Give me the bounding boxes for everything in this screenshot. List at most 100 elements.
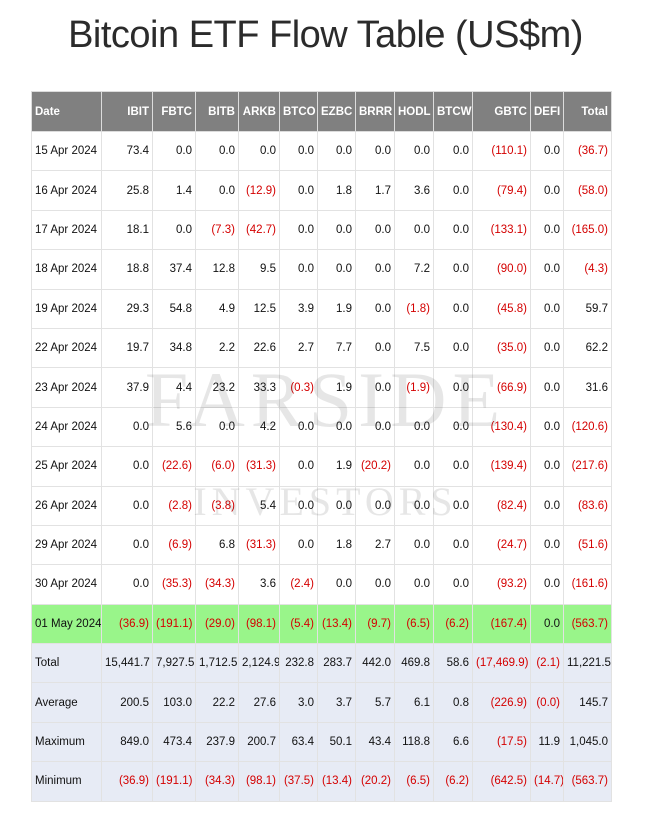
summary-row: Minimum (36.9) (191.1) (34.3) (98.1) (37.5) (1… <box>31 761 612 802</box>
cell-fbtc: (2.8) <box>152 485 196 526</box>
row-label: 15 Apr 2024 <box>31 130 102 172</box>
cell-btco: 0.0 <box>279 130 318 172</box>
cell-ezbc: 1.8 <box>317 524 356 566</box>
table-row-highlighted: 01 May 2024 (36.9) (191.1) (29.0) (98.1) (5.4… <box>31 603 612 645</box>
cell-arkb: 0.0 <box>238 130 280 172</box>
cell-fbtc: 0.0 <box>152 130 196 172</box>
cell-fbtc: (22.6) <box>152 446 196 487</box>
cell-defi: 0.0 <box>530 446 564 487</box>
cell-arkb: (42.7) <box>238 209 280 251</box>
cell-arkb: (98.1) <box>238 761 280 802</box>
cell-ibit: 200.5 <box>101 682 153 723</box>
cell-defi: (14.7) <box>530 761 564 802</box>
cell-gbtc: (139.4) <box>472 446 531 487</box>
cell-total: (120.6) <box>563 406 612 448</box>
cell-ibit: 0.0 <box>101 446 153 487</box>
cell-ibit: 37.9 <box>101 367 153 408</box>
cell-hodl: 0.0 <box>394 485 434 526</box>
cell-arkb: 12.5 <box>238 288 280 329</box>
summary-row: Total 15,441.7 7,927.5 1,712.5 2,124.9 232.8 2… <box>31 643 612 684</box>
cell-ibit: 0.0 <box>101 524 153 566</box>
etf-flow-table: Date IBIT FBTC BITB ARKB BTCO EZBC BRRR HODL BTCW… <box>31 91 612 802</box>
table-row: 17 Apr 2024 18.1 0.0 (7.3) (42.7) 0.0 0.0 0.0 0.… <box>31 209 612 251</box>
row-label: Maximum <box>31 721 102 763</box>
cell-total: 59.7 <box>563 288 612 329</box>
cell-bitb: (34.3) <box>195 761 239 802</box>
cell-btcw: 0.0 <box>433 524 473 566</box>
cell-btco: 232.8 <box>279 643 318 684</box>
summary-row: Average 200.5 103.0 22.2 27.6 3.0 3.7 5.7 6.1 0.8… <box>31 682 612 723</box>
cell-bitb: (29.0) <box>195 603 239 645</box>
row-label: Total <box>31 643 102 684</box>
cell-ibit: 18.8 <box>101 249 153 290</box>
cell-bitb: 1,712.5 <box>195 643 239 684</box>
cell-brrr: (20.2) <box>355 761 395 802</box>
flow-table-container: Date IBIT FBTC BITB ARKB BTCO EZBC BRRR HODL BTCW… <box>31 91 612 802</box>
cell-total: (58.0) <box>563 170 612 211</box>
cell-ezbc: 0.0 <box>317 406 356 448</box>
cell-btcw: 0.0 <box>433 446 473 487</box>
cell-fbtc: 34.8 <box>152 327 196 369</box>
cell-arkb: 33.3 <box>238 367 280 408</box>
cell-btco: (2.4) <box>279 564 318 605</box>
row-label: 25 Apr 2024 <box>31 446 102 487</box>
column-header-hodl: HODL <box>394 91 434 132</box>
row-label: 17 Apr 2024 <box>31 209 102 251</box>
cell-brrr: 442.0 <box>355 643 395 684</box>
cell-btcw: 58.6 <box>433 643 473 684</box>
cell-brrr: 0.0 <box>355 288 395 329</box>
cell-total: (4.3) <box>563 249 612 290</box>
cell-defi: 11.9 <box>530 721 564 763</box>
cell-arkb: 200.7 <box>238 721 280 763</box>
cell-btcw: 0.0 <box>433 130 473 172</box>
cell-btco: 2.7 <box>279 327 318 369</box>
cell-btcw: 0.0 <box>433 367 473 408</box>
cell-total: (563.7) <box>563 603 612 645</box>
cell-bitb: 23.2 <box>195 367 239 408</box>
cell-ezbc: 1.9 <box>317 446 356 487</box>
cell-ezbc: 0.0 <box>317 209 356 251</box>
cell-hodl: 3.6 <box>394 170 434 211</box>
column-header-btcw: BTCW <box>433 91 473 132</box>
cell-btco: 0.0 <box>279 485 318 526</box>
cell-gbtc: (110.1) <box>472 130 531 172</box>
cell-brrr: 1.7 <box>355 170 395 211</box>
cell-hodl: 0.0 <box>394 209 434 251</box>
cell-ibit: 25.8 <box>101 170 153 211</box>
cell-total: 11,221.5 <box>563 643 612 684</box>
cell-total: (165.0) <box>563 209 612 251</box>
row-label: 01 May 2024 <box>31 603 102 645</box>
cell-fbtc: 0.0 <box>152 209 196 251</box>
cell-btcw: 6.6 <box>433 721 473 763</box>
cell-btco: 3.9 <box>279 288 318 329</box>
cell-gbtc: (90.0) <box>472 249 531 290</box>
cell-btco: 0.0 <box>279 249 318 290</box>
table-row: 26 Apr 2024 0.0 (2.8) (3.8) 5.4 0.0 0.0 0.0 0.0 0… <box>31 485 612 526</box>
cell-ezbc: (13.4) <box>317 761 356 802</box>
cell-fbtc: (191.1) <box>152 603 196 645</box>
cell-hodl: 0.0 <box>394 446 434 487</box>
cell-ibit: 19.7 <box>101 327 153 369</box>
cell-bitb: (3.8) <box>195 485 239 526</box>
cell-ezbc: 1.8 <box>317 170 356 211</box>
cell-hodl: 469.8 <box>394 643 434 684</box>
cell-gbtc: (66.9) <box>472 367 531 408</box>
table-row: 24 Apr 2024 0.0 5.6 0.0 4.2 0.0 0.0 0.0 0.0 0.0 (1… <box>31 406 612 448</box>
cell-arkb: (31.3) <box>238 446 280 487</box>
cell-btcw: 0.0 <box>433 288 473 329</box>
cell-ibit: 0.0 <box>101 406 153 448</box>
cell-btco: (37.5) <box>279 761 318 802</box>
cell-bitb: (7.3) <box>195 209 239 251</box>
table-row: 23 Apr 2024 37.9 4.4 23.2 33.3 (0.3) 1.9 0.0 (1.… <box>31 367 612 408</box>
cell-hodl: 0.0 <box>394 130 434 172</box>
cell-total: (36.7) <box>563 130 612 172</box>
table-row: 30 Apr 2024 0.0 (35.3) (34.3) 3.6 (2.4) 0.0 0.0… <box>31 564 612 605</box>
cell-hodl: (6.5) <box>394 761 434 802</box>
cell-defi: 0.0 <box>530 209 564 251</box>
cell-ezbc: 50.1 <box>317 721 356 763</box>
cell-btco: 3.0 <box>279 682 318 723</box>
cell-bitb: 237.9 <box>195 721 239 763</box>
cell-gbtc: (93.2) <box>472 564 531 605</box>
cell-bitb: 12.8 <box>195 249 239 290</box>
cell-arkb: 5.4 <box>238 485 280 526</box>
